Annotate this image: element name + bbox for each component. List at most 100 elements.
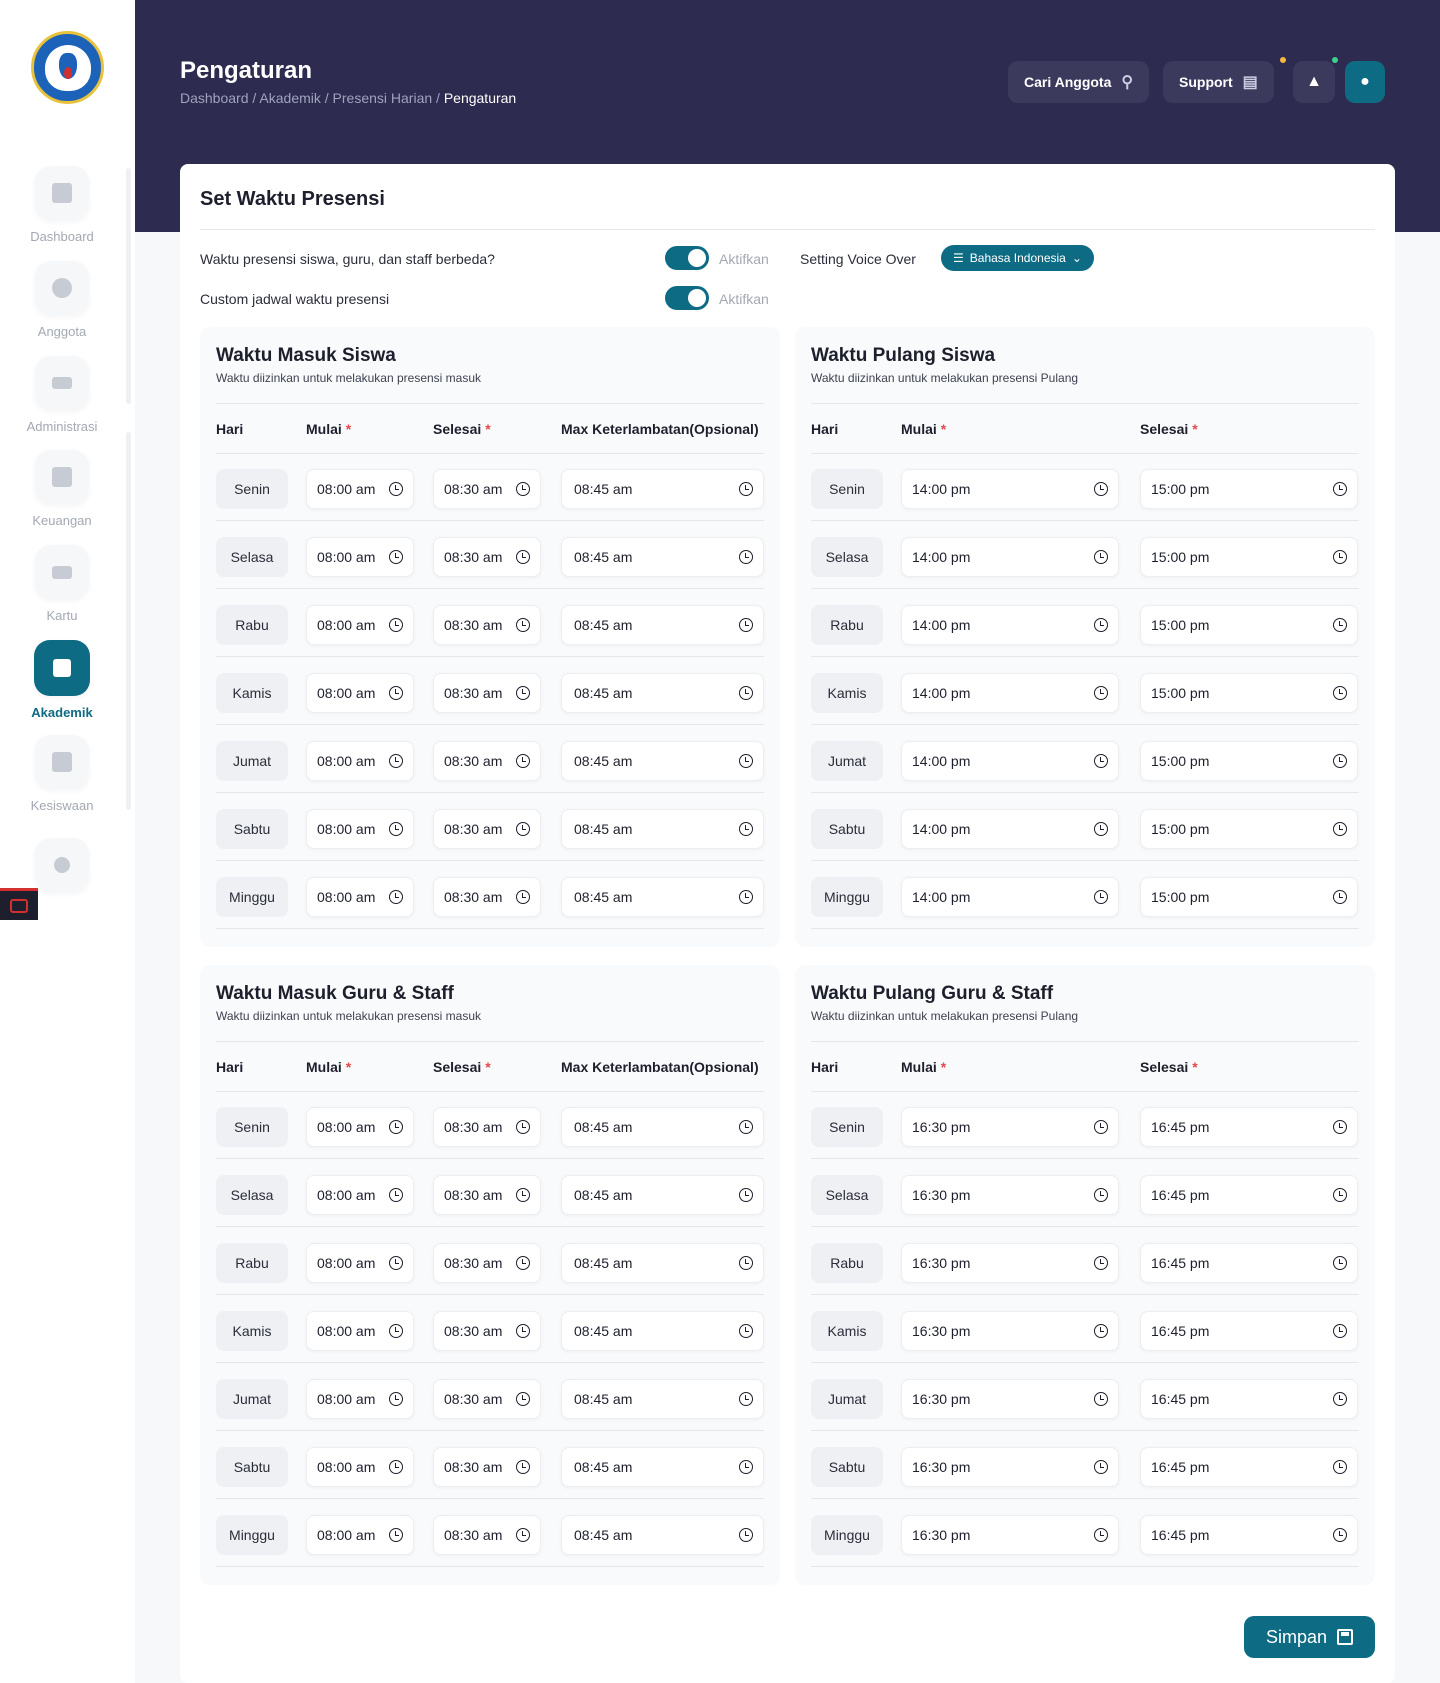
breadcrumb-link[interactable]: Dashboard: [180, 90, 249, 106]
sidebar-scrollbar-lower[interactable]: [126, 432, 131, 810]
sidebar-scrollbar[interactable]: [126, 168, 131, 404]
sidebar-item-akademik[interactable]: Akademik: [0, 640, 124, 720]
end-time-input[interactable]: 08:30 am: [433, 673, 541, 713]
sidebar-item-administrasi[interactable]: Administrasi: [0, 356, 124, 434]
max-late-time-input[interactable]: 08:45 am: [561, 1379, 764, 1419]
max-late-time-input[interactable]: 08:45 am: [561, 1175, 764, 1215]
end-time-input[interactable]: 15:00 pm: [1140, 741, 1358, 781]
start-time-input[interactable]: 08:00 am: [306, 1243, 414, 1283]
save-button[interactable]: Simpan: [1244, 1616, 1375, 1658]
max-late-time-input[interactable]: 08:45 am: [561, 605, 764, 645]
end-time-input[interactable]: 08:30 am: [433, 1515, 541, 1555]
max-late-time-input[interactable]: 08:45 am: [561, 537, 764, 577]
end-time-input[interactable]: 16:45 pm: [1140, 1447, 1358, 1487]
start-time-input[interactable]: 16:30 pm: [901, 1107, 1119, 1147]
max-late-time-input[interactable]: 08:45 am: [561, 809, 764, 849]
max-late-time-input[interactable]: 08:45 am: [561, 1107, 764, 1147]
start-time-input[interactable]: 14:00 pm: [901, 537, 1119, 577]
start-time-input[interactable]: 14:00 pm: [901, 605, 1119, 645]
sidebar-item-kartu[interactable]: Kartu: [0, 545, 124, 623]
end-time-input[interactable]: 16:45 pm: [1140, 1243, 1358, 1283]
end-time-input[interactable]: 16:45 pm: [1140, 1175, 1358, 1215]
start-time-input[interactable]: 08:00 am: [306, 809, 414, 849]
start-time-input[interactable]: 08:00 am: [306, 741, 414, 781]
end-time-input[interactable]: 08:30 am: [433, 1447, 541, 1487]
start-time-input[interactable]: 16:30 pm: [901, 1515, 1119, 1555]
start-time-input[interactable]: 14:00 pm: [901, 469, 1119, 509]
end-time-input[interactable]: 16:45 pm: [1140, 1379, 1358, 1419]
start-time-input[interactable]: 08:00 am: [306, 1379, 414, 1419]
max-late-time-input[interactable]: 08:45 am: [561, 1447, 764, 1487]
end-time-input[interactable]: 15:00 pm: [1140, 877, 1358, 917]
end-time-input[interactable]: 08:30 am: [433, 877, 541, 917]
start-time-input[interactable]: 16:30 pm: [901, 1311, 1119, 1351]
end-time-input[interactable]: 08:30 am: [433, 1379, 541, 1419]
table-row: Sabtu 16:30 pm 16:45 pm: [795, 1431, 1375, 1499]
sidebar-item-label: Administrasi: [26, 419, 98, 434]
end-time-input[interactable]: 08:30 am: [433, 605, 541, 645]
different-time-toggle[interactable]: [665, 246, 709, 270]
end-time-input[interactable]: 08:30 am: [433, 741, 541, 781]
end-time-input[interactable]: 08:30 am: [433, 809, 541, 849]
different-time-toggle-text: Aktifkan: [719, 251, 769, 267]
school-logo[interactable]: [31, 31, 104, 104]
notification-button[interactable]: ▲: [1293, 61, 1335, 103]
start-time-input[interactable]: 08:00 am: [306, 877, 414, 917]
clock-icon: [739, 1528, 753, 1542]
start-time-input[interactable]: 14:00 pm: [901, 809, 1119, 849]
breadcrumb-link[interactable]: Presensi Harian: [332, 90, 433, 106]
max-late-time-input[interactable]: 08:45 am: [561, 877, 764, 917]
end-time-input[interactable]: 15:00 pm: [1140, 469, 1358, 509]
max-late-time-input[interactable]: 08:45 am: [561, 469, 764, 509]
clock-icon: [1094, 1460, 1108, 1474]
debug-badge-icon[interactable]: [0, 888, 38, 920]
sidebar-item-keuangan[interactable]: Keuangan: [0, 450, 124, 528]
max-late-time-input[interactable]: 08:45 am: [561, 1243, 764, 1283]
end-time-input[interactable]: 16:45 pm: [1140, 1311, 1358, 1351]
search-member-button[interactable]: Cari Anggota ⚲: [1008, 61, 1150, 103]
start-time-input[interactable]: 08:00 am: [306, 469, 414, 509]
start-time-input[interactable]: 08:00 am: [306, 1175, 414, 1215]
day-label: Jumat: [811, 1379, 883, 1419]
sidebar-item-kesiswaan[interactable]: Kesiswaan: [0, 735, 124, 813]
start-time-input[interactable]: 08:00 am: [306, 1515, 414, 1555]
max-late-time-input[interactable]: 08:45 am: [561, 1311, 764, 1351]
end-time-input[interactable]: 15:00 pm: [1140, 605, 1358, 645]
sidebar-item-settings[interactable]: [0, 838, 124, 892]
start-time-input[interactable]: 08:00 am: [306, 605, 414, 645]
breadcrumb-link[interactable]: Akademik: [259, 90, 321, 106]
end-time-input[interactable]: 08:30 am: [433, 1175, 541, 1215]
start-time-input[interactable]: 08:00 am: [306, 1447, 414, 1487]
start-time-input[interactable]: 14:00 pm: [901, 877, 1119, 917]
start-time-input[interactable]: 08:00 am: [306, 537, 414, 577]
start-time-input[interactable]: 16:30 pm: [901, 1243, 1119, 1283]
end-time-input[interactable]: 15:00 pm: [1140, 809, 1358, 849]
start-time-input[interactable]: 16:30 pm: [901, 1175, 1119, 1215]
max-late-time-input[interactable]: 08:45 am: [561, 741, 764, 781]
end-time-input[interactable]: 15:00 pm: [1140, 537, 1358, 577]
end-time-input[interactable]: 08:30 am: [433, 1107, 541, 1147]
table-row: Selasa 08:00 am 08:30 am 08:45 am: [200, 521, 780, 589]
start-time-input[interactable]: 14:00 pm: [901, 741, 1119, 781]
start-time-input[interactable]: 14:00 pm: [901, 673, 1119, 713]
start-time-input[interactable]: 08:00 am: [306, 1107, 414, 1147]
start-time-input[interactable]: 16:30 pm: [901, 1379, 1119, 1419]
end-time-input[interactable]: 08:30 am: [433, 1311, 541, 1351]
start-time-input[interactable]: 08:00 am: [306, 673, 414, 713]
start-time-input[interactable]: 08:00 am: [306, 1311, 414, 1351]
end-time-input[interactable]: 08:30 am: [433, 1243, 541, 1283]
start-time-input[interactable]: 16:30 pm: [901, 1447, 1119, 1487]
end-time-input[interactable]: 08:30 am: [433, 469, 541, 509]
end-time-input[interactable]: 16:45 pm: [1140, 1515, 1358, 1555]
end-time-input[interactable]: 08:30 am: [433, 537, 541, 577]
max-late-time-input[interactable]: 08:45 am: [561, 1515, 764, 1555]
voice-over-select[interactable]: ☰ Bahasa Indonesia ⌄: [941, 245, 1094, 271]
end-time-input[interactable]: 15:00 pm: [1140, 673, 1358, 713]
max-late-time-input[interactable]: 08:45 am: [561, 673, 764, 713]
sidebar-item-anggota[interactable]: Anggota: [0, 261, 124, 339]
end-time-input[interactable]: 16:45 pm: [1140, 1107, 1358, 1147]
support-button[interactable]: Support ▤: [1163, 61, 1274, 103]
profile-button[interactable]: ●: [1345, 61, 1385, 103]
custom-schedule-toggle[interactable]: [665, 286, 709, 310]
sidebar-item-dashboard[interactable]: Dashboard: [0, 166, 124, 244]
